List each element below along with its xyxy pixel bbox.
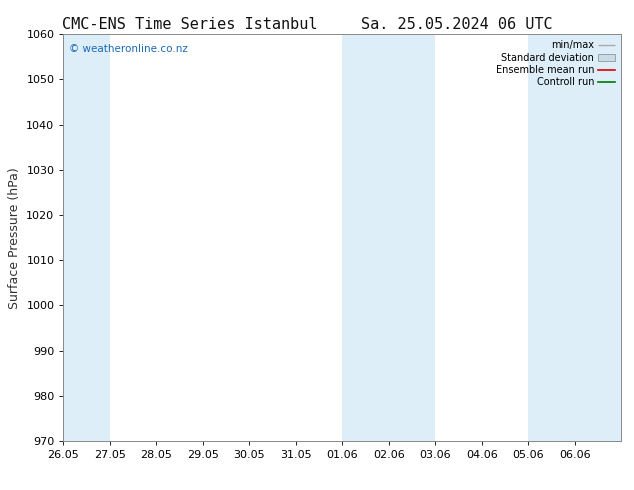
Legend: min/max, Standard deviation, Ensemble mean run, Controll run: min/max, Standard deviation, Ensemble me… — [492, 36, 619, 91]
Y-axis label: Surface Pressure (hPa): Surface Pressure (hPa) — [8, 167, 21, 309]
Text: Sa. 25.05.2024 06 UTC: Sa. 25.05.2024 06 UTC — [361, 17, 552, 32]
Bar — [63, 34, 110, 441]
Text: CMC-ENS Time Series Istanbul: CMC-ENS Time Series Istanbul — [63, 17, 318, 32]
Bar — [528, 34, 621, 441]
Bar — [342, 34, 436, 441]
Text: © weatheronline.co.nz: © weatheronline.co.nz — [69, 45, 188, 54]
